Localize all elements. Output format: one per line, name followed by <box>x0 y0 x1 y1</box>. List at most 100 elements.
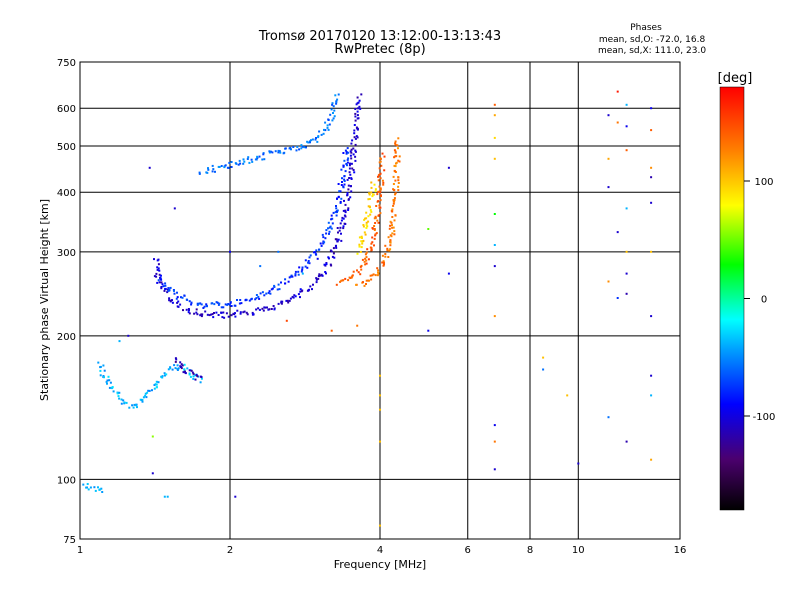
data-point <box>295 149 298 152</box>
data-point <box>336 227 339 229</box>
data-point <box>374 188 377 191</box>
data-point <box>208 314 211 317</box>
data-point <box>373 183 376 186</box>
y-tick-label: 75 <box>63 535 76 546</box>
data-point <box>117 395 120 398</box>
data-point <box>153 384 156 386</box>
data-point <box>427 228 430 230</box>
data-point <box>389 224 392 227</box>
data-point <box>354 119 357 122</box>
data-point <box>358 99 361 102</box>
data-point <box>268 308 271 311</box>
data-point <box>370 191 373 194</box>
data-point <box>261 158 264 161</box>
data-point <box>370 242 373 245</box>
colorbar <box>719 86 745 511</box>
data-point <box>389 240 392 243</box>
data-point <box>379 188 382 191</box>
data-point <box>365 262 368 265</box>
x-tick-labels: 1 2 4 6 8 10 16 <box>77 545 687 556</box>
data-point <box>299 288 302 291</box>
data-point <box>216 301 219 304</box>
data-point <box>350 276 353 279</box>
data-point <box>607 416 610 419</box>
data-point <box>378 167 381 170</box>
data-point <box>305 146 307 149</box>
data-point <box>207 167 209 170</box>
data-point <box>145 396 148 399</box>
data-point <box>273 307 276 310</box>
data-point <box>333 256 336 259</box>
data-point <box>181 364 184 367</box>
data-point <box>166 495 169 498</box>
data-point <box>377 271 379 274</box>
data-point <box>160 286 163 288</box>
data-point <box>169 367 172 370</box>
data-point <box>223 316 226 319</box>
data-point <box>188 312 191 315</box>
data-point <box>350 178 353 180</box>
data-point <box>376 219 379 222</box>
data-point <box>198 302 201 305</box>
data-point <box>566 394 569 397</box>
data-point <box>394 151 397 154</box>
data-point <box>288 276 291 279</box>
data-point <box>363 218 366 221</box>
colorbar-label: [deg] <box>718 71 753 86</box>
data-point <box>192 377 195 380</box>
data-point <box>182 309 184 312</box>
data-point <box>315 278 318 281</box>
data-point <box>397 185 400 188</box>
data-point <box>325 272 327 275</box>
data-point <box>291 295 294 298</box>
data-point <box>243 160 246 163</box>
data-point <box>607 280 610 283</box>
data-point <box>245 298 248 301</box>
data-point <box>367 220 370 223</box>
data-point <box>285 299 288 302</box>
data-point <box>100 487 103 490</box>
data-point <box>279 151 282 154</box>
data-point <box>344 215 347 218</box>
data-point <box>315 277 318 280</box>
data-point <box>394 193 396 196</box>
data-point <box>350 148 353 151</box>
data-point <box>109 381 112 384</box>
data-point <box>393 189 396 192</box>
data-point <box>349 154 352 157</box>
data-point <box>160 274 162 277</box>
data-point <box>325 263 328 266</box>
data-point <box>369 246 372 249</box>
data-point <box>263 306 266 309</box>
data-point <box>89 486 92 489</box>
data-point <box>187 308 190 310</box>
data-point <box>350 190 353 193</box>
data-point <box>171 301 174 304</box>
data-point <box>395 161 398 164</box>
data-point <box>250 158 253 161</box>
data-point <box>339 200 342 203</box>
data-point <box>331 103 334 106</box>
data-point <box>273 284 276 287</box>
data-point <box>93 486 96 489</box>
data-point <box>346 164 348 167</box>
data-point <box>348 177 351 179</box>
data-point <box>97 361 100 364</box>
data-point <box>493 114 496 117</box>
data-point <box>258 308 261 311</box>
data-point <box>321 233 324 236</box>
data-point <box>153 275 156 278</box>
data-point <box>247 156 250 159</box>
y-tick-label: 600 <box>57 104 76 115</box>
data-point <box>344 203 347 206</box>
data-point <box>240 302 243 305</box>
data-point <box>447 272 450 275</box>
data-point <box>271 287 274 290</box>
data-point <box>341 216 344 219</box>
data-point <box>337 93 340 96</box>
data-point <box>339 226 342 229</box>
data-point <box>99 369 102 372</box>
data-point <box>277 149 280 152</box>
data-point <box>128 406 131 409</box>
data-point <box>304 265 307 268</box>
